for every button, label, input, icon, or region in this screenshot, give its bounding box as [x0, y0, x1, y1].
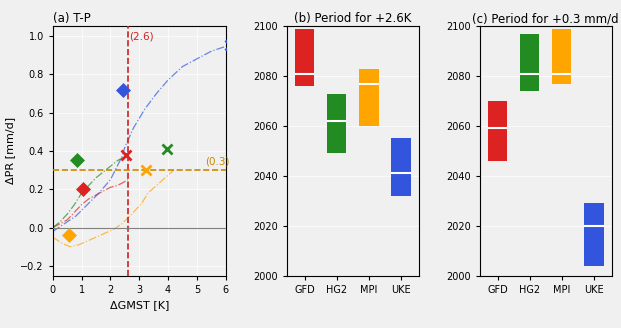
- Title: (b) Period for +2.6K: (b) Period for +2.6K: [294, 12, 412, 25]
- Bar: [552, 29, 571, 84]
- Text: (2.6): (2.6): [130, 31, 154, 41]
- Bar: [327, 93, 347, 154]
- Text: (0.3): (0.3): [206, 156, 230, 166]
- Bar: [295, 29, 314, 86]
- Bar: [360, 69, 379, 126]
- Bar: [520, 34, 540, 91]
- Title: (c) Period for +0.3 mm/d: (c) Period for +0.3 mm/d: [473, 12, 619, 25]
- Bar: [488, 101, 507, 161]
- Y-axis label: ΔPR [mm/d]: ΔPR [mm/d]: [5, 117, 15, 184]
- Text: (a) T-P: (a) T-P: [53, 12, 91, 25]
- Bar: [584, 203, 604, 266]
- Bar: [391, 138, 410, 196]
- X-axis label: ΔGMST [K]: ΔGMST [K]: [109, 300, 169, 310]
